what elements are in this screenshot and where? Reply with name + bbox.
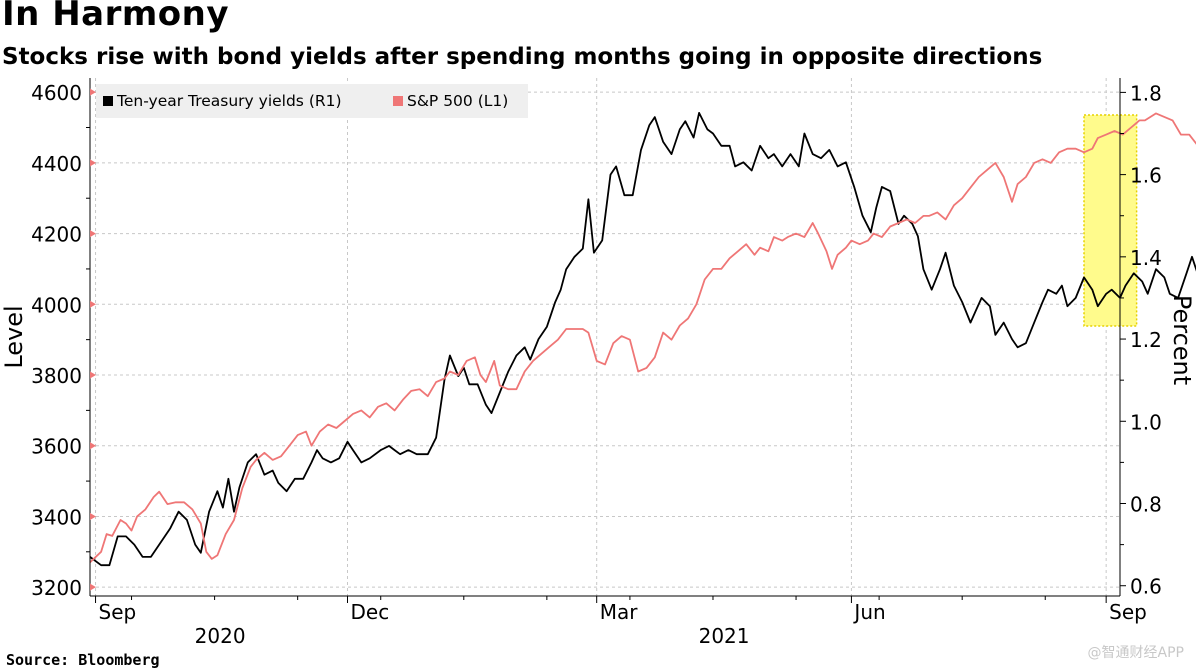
series-layer	[89, 112, 1196, 567]
x-month-label: Sep	[99, 600, 137, 624]
left-tick-label: 3200	[31, 576, 82, 600]
axes: 3200 3400 3600 3800 4000 4200 4400 4600 0.6 0.8 1.…	[0, 78, 1196, 648]
x-month-label: Sep	[1109, 600, 1147, 624]
right-tick-label: 1.6	[1130, 164, 1162, 188]
left-tick-marker	[90, 442, 96, 450]
right-axis-title: Percent	[1168, 295, 1196, 385]
legend: Ten-year Treasury yields (R1) S&P 500 (L1…	[96, 84, 528, 118]
chart-subtitle: Stocks rise with bond yields after spend…	[2, 44, 1043, 70]
gridlines	[90, 78, 1120, 596]
left-tick-label: 4400	[31, 152, 82, 176]
source-note: Source: Bloomberg	[6, 651, 160, 669]
left-tick-marker	[90, 88, 96, 96]
legend-swatch	[393, 96, 403, 106]
chart-title: In Harmony	[2, 0, 230, 34]
x-year-label: 2021	[699, 624, 750, 648]
left-tick-marker	[90, 371, 96, 379]
right-tick-label: 1.2	[1130, 328, 1162, 352]
left-tick-label: 4000	[31, 293, 82, 317]
x-month-label: Jun	[852, 600, 885, 624]
left-tick-label: 4600	[31, 81, 82, 105]
legend-label: Ten-year Treasury yields (R1)	[116, 92, 342, 110]
left-tick-marker	[90, 159, 96, 167]
right-tick-label: 1.0	[1130, 410, 1162, 434]
legend-label: S&P 500 (L1)	[407, 92, 508, 110]
legend-swatch	[103, 96, 113, 106]
treasury-yield-line	[89, 112, 1196, 567]
left-tick-marker	[90, 300, 96, 308]
right-tick-label: 0.8	[1130, 493, 1162, 517]
left-tick-label: 3600	[31, 435, 82, 459]
x-year-label: 2020	[195, 624, 246, 648]
left-axis-title: Level	[0, 305, 28, 368]
sp500-line	[89, 112, 1196, 564]
right-tick-label: 1.4	[1130, 246, 1162, 270]
left-tick-label: 3800	[31, 364, 82, 388]
legend-box	[96, 84, 528, 118]
left-tick-label: 3400	[31, 505, 82, 529]
left-tick-marker	[90, 230, 96, 238]
recent-highlight-box	[1083, 114, 1138, 327]
right-tick-label: 0.6	[1130, 575, 1162, 599]
left-tick-marker	[90, 512, 96, 520]
right-tick-label: 1.8	[1130, 81, 1162, 105]
watermark: @智通财经APP	[1087, 645, 1184, 661]
left-tick-label: 4200	[31, 223, 82, 247]
x-month-label: Dec	[351, 600, 390, 624]
x-month-label: Mar	[600, 600, 639, 624]
left-tick-marker	[90, 583, 96, 591]
